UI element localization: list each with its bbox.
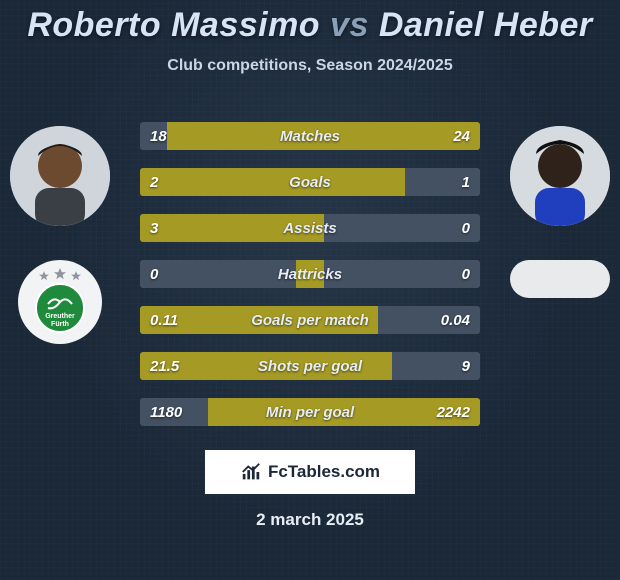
player1-name: Roberto Massimo <box>27 6 320 44</box>
stat-label: Min per goal <box>140 398 480 426</box>
stat-right-value: 1 <box>462 168 470 196</box>
stat-left-value: 21.5 <box>150 352 179 380</box>
player2-avatar <box>510 126 610 226</box>
stat-row: Hattricks0 0 <box>140 260 480 288</box>
stat-left-value: 0.11 <box>150 306 178 334</box>
player1-club-badge: Greuther Fürth <box>18 260 102 344</box>
stat-right-value: 0 <box>462 260 470 288</box>
stat-row: Goals per match0.11 0.04 <box>140 306 480 334</box>
stat-label: Matches <box>140 122 480 150</box>
footer-brand: FcTables.com <box>268 462 380 482</box>
stat-right-value: 0 <box>462 214 470 242</box>
stat-left-value: 18 <box>150 122 167 150</box>
stat-label: Goals <box>140 168 480 196</box>
stat-label: Hattricks <box>140 260 480 288</box>
player1-avatar <box>10 126 110 226</box>
stat-right-value: 9 <box>462 352 470 380</box>
stat-left-value: 3 <box>150 214 158 242</box>
stat-right-value: 2242 <box>437 398 470 426</box>
stat-row: Shots per goal21.5 9 <box>140 352 480 380</box>
svg-text:Greuther: Greuther <box>45 313 75 320</box>
stat-right-value: 0.04 <box>441 306 470 334</box>
stat-row: Goals2 1 <box>140 168 480 196</box>
stat-left-value: 0 <box>150 260 158 288</box>
stat-row: Min per goal1180 2242 <box>140 398 480 426</box>
player2-name: Daniel Heber <box>379 6 593 44</box>
fctables-logo: FcTables.com <box>205 450 415 494</box>
player2-club-badge <box>510 260 610 298</box>
stats-bars: Matches1824Goals21Assists30Hattricks00Go… <box>140 122 480 444</box>
stat-right-value: 24 <box>453 122 470 150</box>
stat-label: Goals per match <box>140 306 480 334</box>
vs-text: vs <box>330 6 369 44</box>
stat-row: Matches18 24 <box>140 122 480 150</box>
chart-icon <box>240 461 262 483</box>
stat-row: Assists3 0 <box>140 214 480 242</box>
footer-date: 2 march 2025 <box>0 510 620 530</box>
stat-left-value: 2 <box>150 168 158 196</box>
stat-left-value: 1180 <box>150 398 182 426</box>
subtitle: Club competitions, Season 2024/2025 <box>0 57 620 75</box>
stat-label: Assists <box>140 214 480 242</box>
comparison-title: Roberto Massimo vs Daniel Heber <box>0 0 620 45</box>
stat-label: Shots per goal <box>140 352 480 380</box>
